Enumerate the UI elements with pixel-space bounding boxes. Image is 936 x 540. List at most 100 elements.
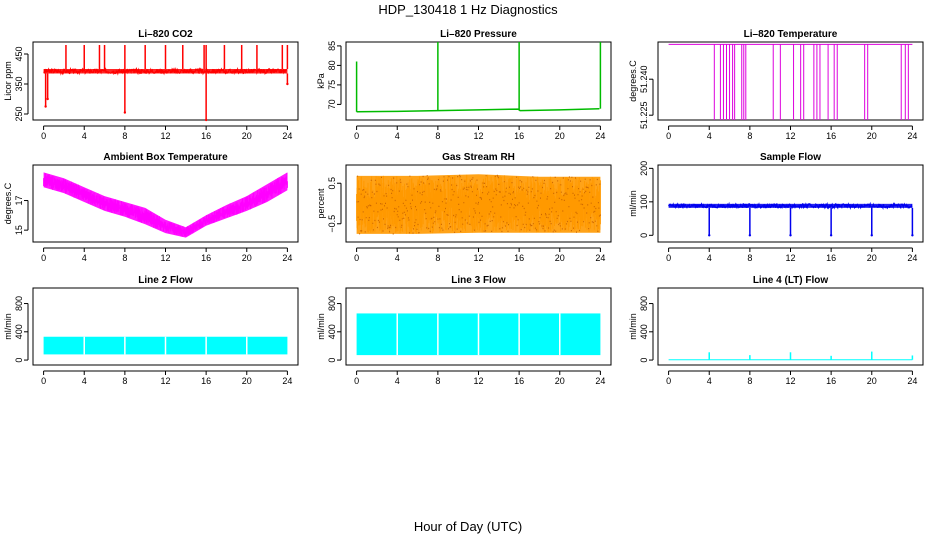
x-tick-label: 4 bbox=[395, 253, 400, 263]
x-tick-label: 0 bbox=[354, 253, 359, 263]
x-tick-label: 8 bbox=[435, 131, 440, 141]
x-tick-label: 16 bbox=[826, 253, 836, 263]
x-tick-label: 16 bbox=[201, 131, 211, 141]
x-tick-label: 20 bbox=[242, 253, 252, 263]
x-axis: 0 4 8 12 16 20 24 bbox=[666, 125, 917, 141]
panel-title: Li–820 Pressure bbox=[440, 29, 517, 40]
plot-frame bbox=[657, 287, 924, 366]
series-line bbox=[356, 107, 600, 113]
y-axis-label: degrees.C bbox=[3, 182, 13, 224]
x-tick-label: 16 bbox=[826, 376, 836, 386]
x-tick-label: 0 bbox=[354, 131, 359, 141]
series bbox=[43, 336, 288, 355]
x-tick-label: 24 bbox=[595, 253, 605, 263]
spike-point bbox=[789, 234, 792, 237]
y-axis: −0.5 0.5 bbox=[327, 177, 342, 233]
x-tick-label: 12 bbox=[473, 376, 483, 386]
x-tick-label: 24 bbox=[282, 376, 292, 386]
x-tick-label: 20 bbox=[555, 376, 565, 386]
x-tick-label: 4 bbox=[707, 376, 712, 386]
y-tick-label: 80 bbox=[327, 60, 337, 70]
series bbox=[355, 42, 602, 113]
x-tick-label: 0 bbox=[666, 376, 671, 386]
y-axis-label: degrees.C bbox=[628, 60, 638, 102]
y-tick-label: 0.5 bbox=[327, 177, 337, 190]
y-axis-label: ml/min bbox=[316, 313, 326, 340]
y-axis-label: percent bbox=[316, 188, 326, 219]
x-tick-label: 0 bbox=[666, 253, 671, 263]
y-tick-label: 15 bbox=[14, 225, 24, 235]
panel-1: Li–820 Pressure 0 4 8 12 16 20 24 70 75 80 85 kPa bbox=[316, 29, 612, 141]
spike-point bbox=[46, 97, 49, 101]
series bbox=[668, 43, 913, 120]
x-tick-label: 24 bbox=[595, 131, 605, 141]
panel-5: Sample Flow 0 4 8 12 16 20 24 0 100 200 ml/min bbox=[628, 152, 924, 263]
x-axis: 0 4 8 12 16 20 24 bbox=[666, 370, 917, 386]
x-tick-label: 12 bbox=[473, 131, 483, 141]
y-axis: 70 75 80 85 bbox=[327, 41, 342, 109]
spike-point bbox=[204, 118, 208, 122]
y-tick-label: 800 bbox=[327, 296, 337, 311]
series bbox=[668, 201, 914, 237]
y-axis-label: ml/min bbox=[628, 190, 638, 217]
x-tick-label: 12 bbox=[160, 376, 170, 386]
x-tick-label: 0 bbox=[41, 376, 46, 386]
plot-frame bbox=[345, 164, 612, 243]
x-tick-label: 24 bbox=[907, 376, 917, 386]
panel-title: Sample Flow bbox=[760, 152, 821, 163]
series-band bbox=[43, 69, 288, 74]
y-tick-label: 0 bbox=[639, 233, 649, 238]
spike-point bbox=[286, 82, 289, 86]
series bbox=[356, 174, 601, 235]
series bbox=[356, 313, 601, 356]
x-tick-label: 4 bbox=[82, 253, 87, 263]
y-tick-label: 17 bbox=[14, 196, 24, 206]
y-tick-label: 450 bbox=[14, 46, 24, 61]
x-tick-label: 20 bbox=[555, 131, 565, 141]
panel-title: Ambient Box Temperature bbox=[103, 152, 228, 163]
y-tick-label: 350 bbox=[14, 76, 24, 91]
x-tick-label: 12 bbox=[160, 131, 170, 141]
x-tick-label: 20 bbox=[867, 376, 877, 386]
x-tick-label: 24 bbox=[907, 131, 917, 141]
x-tick-label: 20 bbox=[867, 131, 877, 141]
x-axis: 0 4 8 12 16 20 24 bbox=[41, 370, 292, 386]
y-tick-label: 51.225 bbox=[639, 101, 649, 129]
x-tick-label: 24 bbox=[282, 253, 292, 263]
x-tick-label: 16 bbox=[514, 253, 524, 263]
y-axis: 0 100 200 bbox=[639, 161, 654, 238]
x-tick-label: 20 bbox=[555, 253, 565, 263]
y-tick-label: 51.240 bbox=[639, 65, 649, 93]
x-tick-label: 4 bbox=[707, 131, 712, 141]
x-tick-label: 12 bbox=[785, 253, 795, 263]
y-tick-label: 200 bbox=[639, 161, 649, 176]
x-tick-label: 16 bbox=[201, 376, 211, 386]
x-tick-label: 0 bbox=[354, 376, 359, 386]
x-tick-label: 4 bbox=[82, 376, 87, 386]
plot-frame bbox=[345, 287, 612, 366]
plot-frame bbox=[32, 164, 299, 243]
figure-xlabel: Hour of Day (UTC) bbox=[414, 519, 522, 534]
panel-title: Line 4 (LT) Flow bbox=[753, 275, 829, 286]
x-tick-label: 24 bbox=[595, 376, 605, 386]
series-noise bbox=[356, 174, 601, 234]
x-tick-label: 0 bbox=[41, 131, 46, 141]
x-tick-label: 4 bbox=[395, 131, 400, 141]
x-tick-label: 24 bbox=[282, 131, 292, 141]
x-tick-label: 16 bbox=[514, 131, 524, 141]
panel-title: Li–820 Temperature bbox=[744, 29, 838, 40]
panel-2: Li–820 Temperature 0 4 8 12 16 20 24 51.225 51.24… bbox=[628, 29, 924, 141]
x-tick-label: 4 bbox=[82, 131, 87, 141]
panel-title: Gas Stream RH bbox=[442, 152, 515, 163]
x-axis: 0 4 8 12 16 20 24 bbox=[354, 247, 605, 263]
series-band bbox=[668, 203, 913, 208]
y-axis: 0 400 800 bbox=[14, 296, 29, 363]
spike-point bbox=[829, 234, 833, 237]
y-axis-label: kPa bbox=[316, 73, 326, 89]
x-tick-label: 8 bbox=[435, 376, 440, 386]
panel-title: Li–820 CO2 bbox=[138, 29, 193, 40]
x-tick-label: 0 bbox=[666, 131, 671, 141]
